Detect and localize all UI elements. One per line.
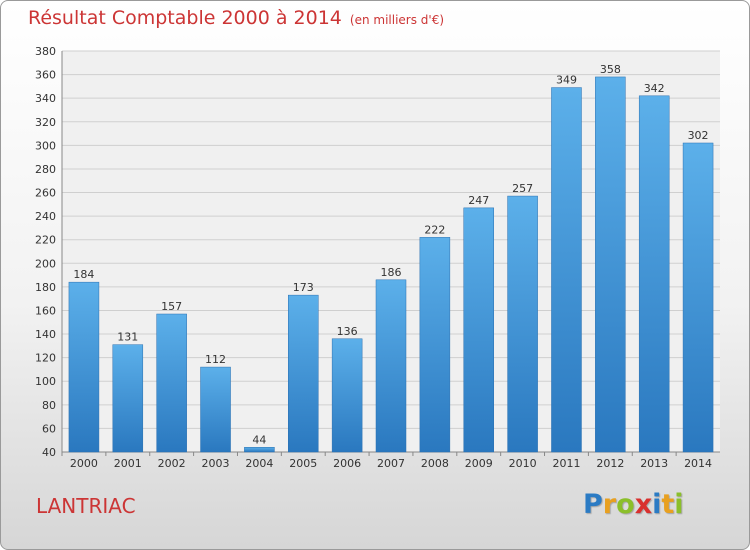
x-tick-label: 2013 bbox=[640, 457, 668, 470]
x-tick-label: 2004 bbox=[245, 457, 273, 470]
x-tick-label: 2001 bbox=[114, 457, 142, 470]
x-tick-label: 2010 bbox=[509, 457, 537, 470]
y-tick-label: 380 bbox=[35, 45, 56, 58]
bar-value-label: 342 bbox=[644, 82, 665, 95]
chart-title-block: Résultat Comptable 2000 à 2014 (en millie… bbox=[28, 7, 444, 29]
y-tick-label: 200 bbox=[35, 257, 56, 270]
y-tick-label: 40 bbox=[42, 446, 56, 459]
bar-value-label: 222 bbox=[424, 223, 445, 236]
commune-name: LANTRIAC bbox=[36, 494, 136, 518]
bar-2012 bbox=[595, 76, 626, 453]
bar-value-label: 131 bbox=[117, 331, 138, 344]
y-tick-label: 300 bbox=[35, 139, 56, 152]
chart-title: Résultat Comptable 2000 à 2014 bbox=[28, 7, 342, 29]
bar-2014 bbox=[682, 142, 714, 453]
y-tick-label: 180 bbox=[35, 281, 56, 294]
bar-2007 bbox=[375, 279, 407, 453]
y-tick-label: 120 bbox=[35, 352, 56, 365]
x-tick-label: 2008 bbox=[421, 457, 449, 470]
bar-value-label: 349 bbox=[556, 74, 577, 87]
y-tick-label: 320 bbox=[35, 116, 56, 129]
bar-2009 bbox=[463, 207, 494, 453]
y-tick-label: 60 bbox=[42, 422, 56, 435]
x-tick-label: 2009 bbox=[465, 457, 493, 470]
bar-2003 bbox=[200, 366, 231, 453]
y-tick-label: 240 bbox=[35, 210, 56, 223]
bar-value-label: 257 bbox=[512, 182, 533, 195]
x-tick-label: 2003 bbox=[202, 457, 230, 470]
y-tick-label: 260 bbox=[35, 187, 56, 200]
bar-value-label: 112 bbox=[205, 353, 226, 366]
bar-2004 bbox=[244, 447, 275, 453]
bar-value-label: 157 bbox=[161, 300, 182, 313]
bar-value-label: 44 bbox=[252, 433, 266, 446]
logo-letter: r bbox=[602, 489, 617, 520]
y-tick-label: 160 bbox=[35, 304, 56, 317]
x-tick-label: 2002 bbox=[158, 457, 186, 470]
y-tick-label: 220 bbox=[35, 234, 56, 247]
logo-letter: x bbox=[634, 489, 653, 520]
y-tick-label: 360 bbox=[35, 69, 56, 82]
x-tick-label: 2006 bbox=[333, 457, 361, 470]
y-tick-label: 280 bbox=[35, 163, 56, 176]
logo-letter: P bbox=[583, 489, 603, 520]
x-tick-label: 2000 bbox=[70, 457, 98, 470]
bar-value-label: 136 bbox=[337, 325, 358, 338]
x-tick-label: 2014 bbox=[684, 457, 712, 470]
x-tick-label: 2011 bbox=[552, 457, 580, 470]
bar-value-label: 186 bbox=[381, 266, 402, 279]
bar-value-label: 247 bbox=[468, 194, 489, 207]
y-tick-label: 80 bbox=[42, 399, 56, 412]
logo-letter: i bbox=[652, 489, 662, 520]
bar-2011 bbox=[551, 87, 582, 453]
y-tick-label: 100 bbox=[35, 375, 56, 388]
bar-2008 bbox=[419, 237, 451, 453]
x-tick-label: 2012 bbox=[596, 457, 624, 470]
y-tick-label: 140 bbox=[35, 328, 56, 341]
logo-letter: i bbox=[674, 489, 684, 520]
proxiti-logo: Proxiti bbox=[583, 489, 684, 520]
x-tick-label: 2005 bbox=[289, 457, 317, 470]
bar-value-label: 173 bbox=[293, 281, 314, 294]
bar-2010 bbox=[507, 195, 538, 453]
logo-letter: o bbox=[616, 489, 635, 520]
y-tick-label: 340 bbox=[35, 92, 56, 105]
bar-2013 bbox=[638, 95, 670, 453]
bar-value-label: 358 bbox=[600, 63, 621, 76]
chart-subtitle: (en milliers d'€) bbox=[349, 13, 445, 27]
bar-2006 bbox=[331, 338, 363, 453]
bar-2000 bbox=[68, 281, 100, 453]
bar-value-label: 184 bbox=[73, 268, 94, 281]
bar-value-label: 302 bbox=[688, 129, 709, 142]
x-tick-label: 2007 bbox=[377, 457, 405, 470]
bar-2005 bbox=[288, 294, 319, 453]
logo-letter: t bbox=[661, 489, 675, 520]
bar-2002 bbox=[156, 313, 187, 453]
bar-2001 bbox=[112, 344, 144, 453]
